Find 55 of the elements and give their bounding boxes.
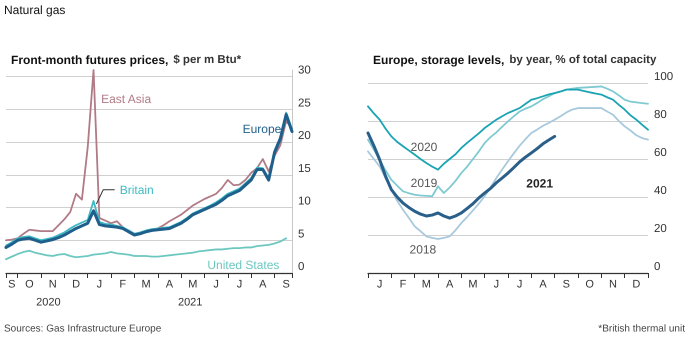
series-label: United States [207,258,280,272]
x-tick-label: J [516,278,522,290]
x-tick-label: S [282,278,290,290]
y-tick-label: 100 [654,71,674,83]
chart-title: Front-month futures prices, [11,53,168,67]
x-tick-label: M [422,278,431,290]
x-tick-label: D [72,278,80,290]
series-label: 2018 [410,242,437,257]
y-tick-label: 5 [298,228,304,240]
x-tick-label: J [376,278,382,290]
series-label: 2019 [410,176,438,190]
x-tick-label: A [166,278,174,290]
x-tick-label: O [585,278,594,290]
x-tick-label: F [400,278,407,290]
series-label: 2020 [410,140,438,154]
x-tick-label: J [236,278,242,290]
y-tick-label: 0 [654,261,660,273]
x-tick-label: J [96,278,102,290]
chart-subtitle: $ per m Btu* [173,54,242,66]
x-tick-label: A [259,278,268,290]
y-tick-label: 20 [298,130,311,142]
x-tick-label: N [48,278,57,290]
x-tick-label: S [562,278,570,290]
y-tick-label: 80 [654,109,667,121]
y-tick-label: 25 [298,97,311,110]
x-tick-label: J [213,278,219,290]
x-tick-label: D [632,278,640,290]
text: Britain [120,182,154,197]
x-tick-label: N [609,278,618,290]
text: Natural gas [4,3,66,17]
x-tick-label: A [446,278,454,290]
y-tick-label: 20 [654,223,667,235]
text: 2020 [36,296,61,308]
series-label: 2021 [526,176,554,191]
text: 2021 [178,296,202,308]
x-tick-label: F [119,278,126,290]
y-tick-label: 15 [298,162,311,175]
x-tick-label: A [539,278,548,290]
x-tick-label: M [188,278,198,290]
text: *British thermal unit [598,324,686,334]
chart-subtitle: by year, % of total capacity [509,54,657,66]
y-tick-label: 60 [654,147,667,159]
y-tick-label: 10 [298,196,311,208]
series-label: Europe [242,122,282,136]
y-tick-label: 0 [298,261,304,273]
x-tick-label: J [494,278,500,290]
y-tick-label: 30 [298,64,311,77]
y-tick-label: 40 [654,185,667,197]
chart-title: Europe, storage levels, [373,53,504,67]
series-label: East Asia [101,92,152,106]
x-tick-label: O [25,278,34,290]
x-tick-label: M [141,278,151,290]
x-tick-label: S [8,278,16,290]
source-note: Sources: Gas Infrastructure Europe [4,324,162,334]
x-tick-label: M [468,278,478,290]
